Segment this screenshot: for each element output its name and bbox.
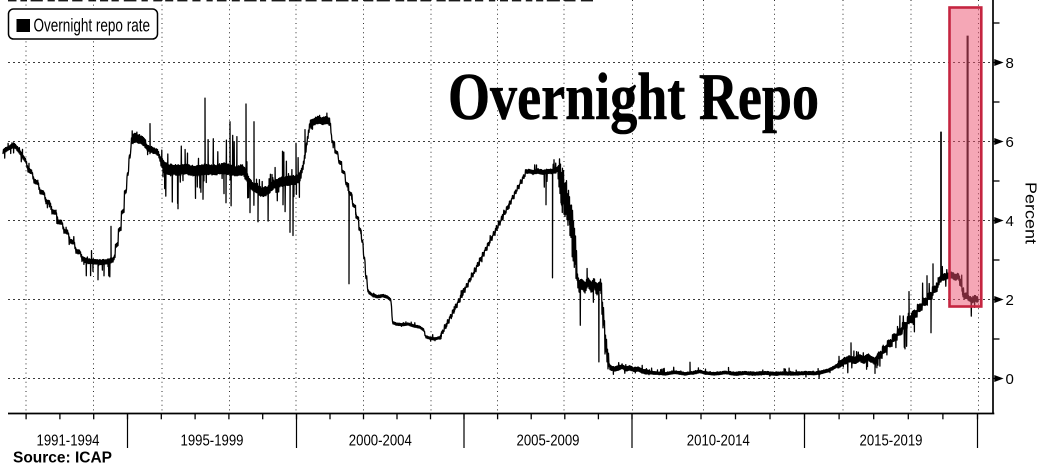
svg-text:1995-1999: 1995-1999 xyxy=(181,433,244,450)
svg-text:2: 2 xyxy=(1006,292,1014,309)
svg-text:6: 6 xyxy=(1006,134,1014,151)
svg-text:Overnight repo rate: Overnight repo rate xyxy=(34,16,151,36)
svg-text:2005-2009: 2005-2009 xyxy=(517,433,580,450)
svg-text:Percent: Percent xyxy=(1022,182,1039,245)
svg-text:8: 8 xyxy=(1006,55,1014,72)
svg-text:2000-2004: 2000-2004 xyxy=(349,433,412,450)
svg-text:1991-1994: 1991-1994 xyxy=(37,433,100,450)
svg-text:Source: ICAP: Source: ICAP xyxy=(13,450,112,467)
svg-text:2015-2019: 2015-2019 xyxy=(860,433,923,450)
svg-text:Overnight Repo: Overnight Repo xyxy=(448,60,819,134)
svg-text:4: 4 xyxy=(1006,213,1014,230)
svg-text:2010-2014: 2010-2014 xyxy=(687,433,750,450)
svg-text:0: 0 xyxy=(1006,371,1014,388)
